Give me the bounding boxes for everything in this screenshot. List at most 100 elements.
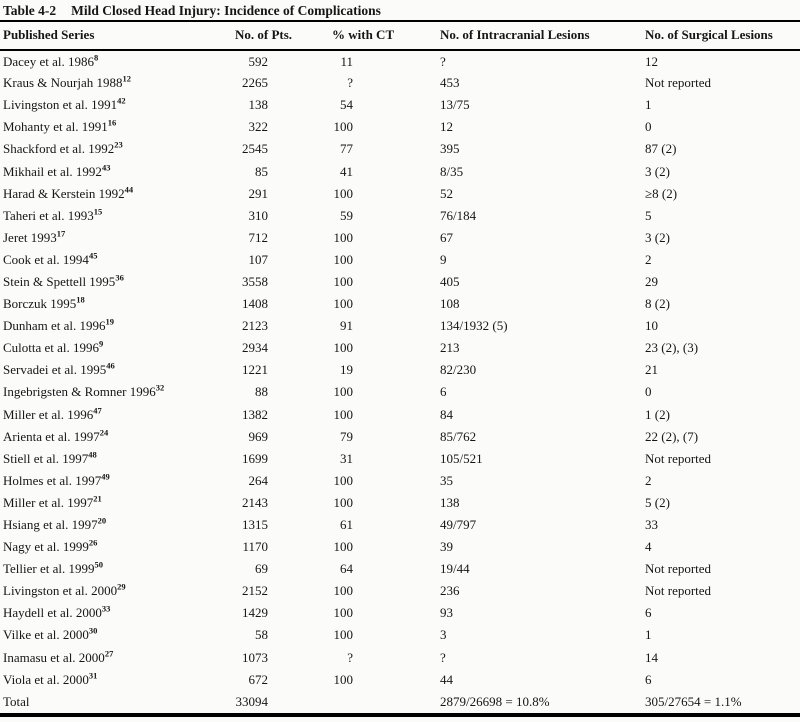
ct-cell: 91 [340, 318, 353, 334]
intracranial-cell: 2879/26698 = 10.8% [440, 693, 550, 709]
series-cell: Mikhail et al. 199243 [0, 160, 200, 182]
col-intracranial-lesions: No. of Intracranial Lesions [353, 22, 645, 51]
reference-superscript: 45 [88, 250, 98, 261]
ct-cell: 100 [333, 384, 354, 400]
series-cell: Haydell et al. 200033 [0, 602, 200, 624]
reference-superscript: 12 [122, 73, 132, 84]
table-row: Culotta et al. 19969 2934 100 213 23 (2)… [0, 337, 800, 359]
ct-cell: 100 [333, 251, 354, 267]
series-name: Haydell et al. 2000 [3, 605, 102, 621]
ct-cell: ? [347, 649, 353, 665]
bottom-rule [0, 712, 800, 717]
intracranial-cell: 13/75 [440, 97, 470, 113]
intracranial-cell: ? [440, 53, 446, 69]
pts-cell: 264 [248, 472, 269, 488]
surgical-cell: 6 [645, 671, 652, 687]
table-row: Nagy et al. 199926 1170 100 39 4 [0, 536, 800, 558]
surgical-cell: Not reported [645, 450, 712, 466]
pts-cell: 138 [248, 97, 269, 113]
intracranial-cell: 405 [440, 273, 460, 289]
pts-cell: 107 [248, 251, 269, 267]
reference-superscript: 16 [107, 118, 117, 128]
series-cell: Arienta et al. 199724 [0, 426, 200, 448]
surgical-cell: 3 (2) [645, 163, 670, 179]
intracranial-cell: 453 [440, 75, 460, 91]
series-name: Holmes et al. 1997 [3, 472, 102, 488]
ct-cell: 100 [333, 406, 354, 422]
surgical-cell: Not reported [645, 583, 712, 599]
table-row: Servadei et al. 199546 1221 19 82/230 21 [0, 359, 800, 381]
series-cell: Harad & Kerstein 199244 [0, 183, 200, 205]
series-name: Mohanty et al. 1991 [3, 119, 108, 135]
series-cell: Livingston et al. 199142 [0, 94, 200, 116]
series-cell: Hsiang et al. 199720 [0, 514, 200, 536]
ct-cell: 100 [333, 340, 354, 356]
ct-cell: 100 [333, 605, 354, 621]
pts-cell: 1315 [242, 517, 268, 533]
ct-cell: 77 [340, 141, 353, 157]
series-name: Mikhail et al. 1992 [3, 163, 102, 179]
reference-superscript: 50 [94, 559, 104, 570]
ct-cell: 54 [340, 97, 353, 113]
pts-cell: 85 [255, 163, 268, 179]
ct-cell: 59 [340, 207, 353, 223]
pts-cell: 322 [248, 119, 269, 135]
intracranial-cell: 236 [440, 583, 460, 599]
table-row: Viola et al. 200031 672 100 44 6 [0, 669, 800, 691]
table-row: Harad & Kerstein 199244 291 100 52 ≥8 (2… [0, 183, 800, 205]
pts-cell: 2265 [242, 75, 268, 91]
intracranial-cell: 395 [440, 141, 460, 157]
surgical-cell: 23 (2), (3) [645, 340, 699, 356]
pts-cell: 672 [248, 671, 269, 687]
series-name: Taheri et al. 1993 [3, 207, 94, 223]
series-cell: Jeret 199317 [0, 227, 200, 249]
reference-superscript: 20 [97, 515, 107, 526]
pts-cell: 33094 [235, 693, 269, 709]
surgical-cell: Not reported [645, 561, 712, 577]
table-row: Haydell et al. 200033 1429 100 93 6 [0, 602, 800, 624]
table-row: Inamasu et al. 200027 1073 ? ? 14 [0, 647, 800, 669]
surgical-cell: 29 [645, 273, 658, 289]
intracranial-cell: 12 [440, 119, 453, 135]
table-row: Ingebrigsten & Romner 199632 88 100 6 0 [0, 381, 800, 403]
ct-cell: 41 [340, 163, 353, 179]
surgical-cell: 3 (2) [645, 229, 670, 245]
table-row: Shackford et al. 199223 2545 77 395 87 (… [0, 138, 800, 160]
ct-cell: 100 [333, 583, 354, 599]
surgical-cell: 8 (2) [645, 296, 670, 312]
intracranial-cell: 84 [440, 406, 453, 422]
ct-cell: 79 [340, 428, 353, 444]
series-cell: Culotta et al. 19969 [0, 337, 200, 359]
intracranial-cell: 108 [440, 296, 460, 312]
surgical-cell: 12 [645, 53, 658, 69]
reference-superscript: 19 [105, 316, 115, 327]
intracranial-cell: 67 [440, 229, 453, 245]
intracranial-cell: 93 [440, 605, 453, 621]
series-name: Harad & Kerstein 1992 [3, 185, 125, 201]
pts-cell: 1429 [242, 605, 268, 621]
series-cell: Borczuk 199518 [0, 293, 200, 315]
intracranial-cell: 76/184 [440, 207, 477, 223]
reference-superscript: 8 [93, 52, 99, 63]
series-cell: Shackford et al. 199223 [0, 138, 200, 160]
reference-superscript: 15 [93, 206, 103, 217]
series-cell: Vilke et al. 200030 [0, 624, 200, 646]
surgical-cell: ≥8 (2) [645, 185, 678, 201]
table-row: Total 33094 2879/26698 = 10.8% 305/27654… [0, 691, 800, 713]
pts-cell: 592 [248, 53, 269, 69]
series-cell: Dunham et al. 199619 [0, 315, 200, 337]
pts-cell: 69 [255, 561, 268, 577]
surgical-cell: 22 (2), (7) [645, 428, 699, 444]
series-cell: Stiell et al. 199748 [0, 448, 200, 470]
series-cell: Viola et al. 200031 [0, 669, 200, 691]
ct-cell: 100 [333, 119, 354, 135]
intracranial-cell: 35 [440, 472, 453, 488]
table-header: Published Series No. of Pts. % with CT N… [0, 22, 800, 51]
reference-superscript: 46 [106, 361, 115, 372]
reference-superscript: 26 [88, 537, 98, 548]
pts-cell: 2123 [242, 318, 268, 334]
table-row: Cook et al. 199445 107 100 9 2 [0, 249, 800, 271]
reference-superscript: 43 [101, 162, 111, 173]
table-row: Holmes et al. 199749 264 100 35 2 [0, 470, 800, 492]
pts-cell: 3558 [242, 273, 268, 289]
